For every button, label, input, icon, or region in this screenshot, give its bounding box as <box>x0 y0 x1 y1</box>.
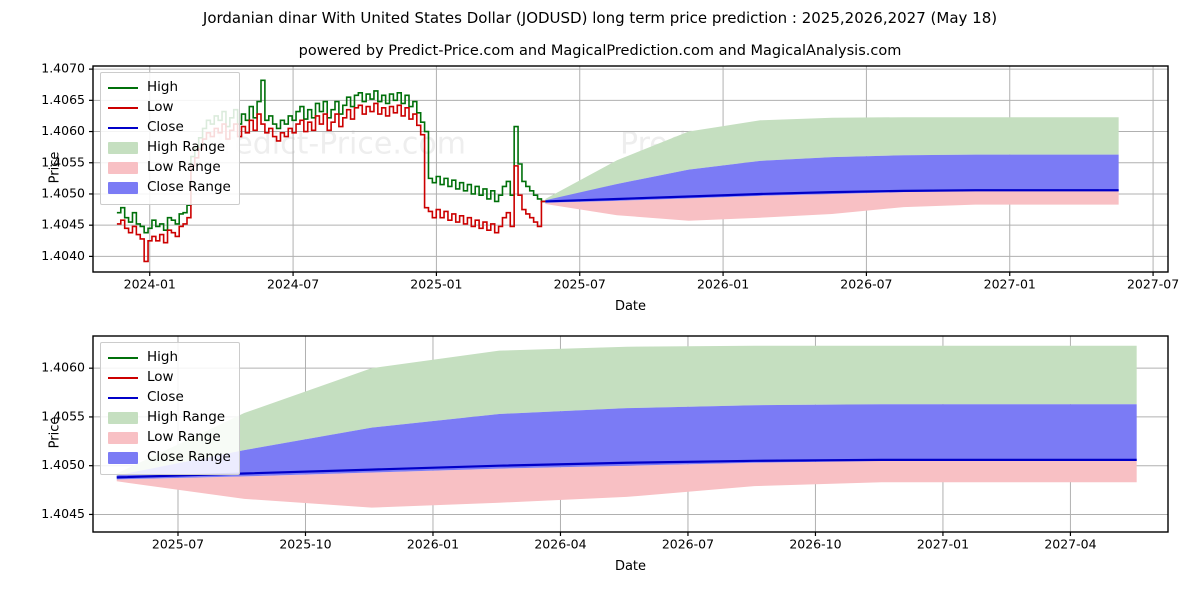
x-tick-label: 2024-07 <box>267 277 319 292</box>
bottom-chart-x-axis-label: Date <box>614 559 647 574</box>
x-tick-label: 2026-04 <box>534 537 586 552</box>
y-tick-label: 1.4055 <box>41 408 85 423</box>
legend-item-high: High <box>108 78 231 98</box>
top-chart-panel: Predict-Price.com Predict-Price.com Predic… <box>0 60 1200 314</box>
x-tick-label: 2025-10 <box>279 537 331 552</box>
low-range-band <box>545 190 1119 221</box>
x-tick-label: 2026-01 <box>697 277 749 292</box>
legend-item-label: Low Range <box>147 429 221 446</box>
legend-item-close: Close <box>108 388 231 408</box>
watermark-text: Predict-Price.com <box>205 270 466 305</box>
legend-swatch-icon <box>108 411 138 425</box>
close-forecast-line <box>116 458 1137 479</box>
x-tick-label: 2026-07 <box>840 277 892 292</box>
legend-swatch-icon <box>108 81 138 95</box>
x-tick-label: 2026-10 <box>789 537 841 552</box>
page-subtitle: powered by Predict-Price.com and Magical… <box>298 43 902 59</box>
bottom-chart-y-axis-label: Price <box>47 416 63 449</box>
high-history-line <box>116 79 546 234</box>
y-tick-label: 1.4045 <box>41 217 85 232</box>
x-tick-label: 2026-01 <box>407 537 459 552</box>
legend-item-low-range: Low Range <box>108 158 231 178</box>
legend-swatch-icon <box>108 161 138 175</box>
legend-item-close: Close <box>108 118 231 138</box>
x-tick-label: 2027-07 <box>1127 277 1179 292</box>
legend-swatch-icon <box>108 431 138 445</box>
legend-item-label: High <box>147 79 179 96</box>
close-forecast-line <box>545 189 1119 203</box>
x-tick-label: 2027-01 <box>917 537 969 552</box>
legend-item-label: High Range <box>147 409 226 426</box>
legend-item-label: Low Range <box>147 159 221 176</box>
legend-swatch-icon <box>108 101 138 115</box>
y-tick-label: 1.4050 <box>41 185 85 200</box>
high-range-band <box>545 117 1119 202</box>
y-tick-label: 1.4050 <box>41 457 85 472</box>
x-tick-label: 2027-01 <box>984 277 1036 292</box>
x-tick-label: 2027-04 <box>1044 537 1096 552</box>
y-tick-label: 1.4065 <box>41 92 85 107</box>
legend-swatch-icon <box>108 181 138 195</box>
top-chart-legend: High Low Close High Range Low Range Close Ran… <box>100 72 240 205</box>
bottom-chart-plot: Predict-Price.comPredict-Price.com1.4045… <box>41 335 1169 552</box>
legend-item-high-range: High Range <box>108 408 231 428</box>
watermark-text: Predict-Price.com <box>620 270 881 305</box>
bottom-chart-legend: High Low Close High Range Low Range Close Ran… <box>100 342 240 475</box>
legend-item-label: Close Range <box>147 449 231 466</box>
y-tick-label: 1.4060 <box>41 360 85 375</box>
legend-item-low-range: Low Range <box>108 428 231 448</box>
legend-swatch-icon <box>108 141 138 155</box>
top-chart-y-axis-label: Price <box>47 151 63 184</box>
y-tick-label: 1.4070 <box>41 61 85 76</box>
top-chart-x-axis-label: Date <box>614 299 647 314</box>
x-tick-label: 2025-07 <box>554 277 606 292</box>
legend-item-label: Close <box>147 389 184 406</box>
legend-item-high: High <box>108 348 231 368</box>
legend-item-high-range: High Range <box>108 138 231 158</box>
x-tick-label: 2025-07 <box>152 537 204 552</box>
legend-swatch-icon <box>108 451 138 465</box>
x-tick-label: 2026-07 <box>662 537 714 552</box>
page-title: Jordanian dinar With United States Dolla… <box>202 9 998 27</box>
y-tick-label: 1.4055 <box>41 154 85 169</box>
legend-item-label: Low <box>147 99 174 116</box>
legend-item-low: Low <box>108 98 231 118</box>
x-tick-label: 2025-01 <box>410 277 462 292</box>
y-tick-label: 1.4045 <box>41 506 85 521</box>
legend-item-close-range: Close Range <box>108 448 231 468</box>
y-tick-label: 1.4040 <box>41 248 85 263</box>
high-range-band <box>116 345 1137 478</box>
legend-item-label: Close <box>147 119 184 136</box>
legend-swatch-icon <box>108 371 138 385</box>
y-tick-label: 1.4060 <box>41 123 85 138</box>
legend-item-low: Low <box>108 368 231 388</box>
legend-item-label: Low <box>147 369 174 386</box>
legend-item-label: High Range <box>147 139 226 156</box>
bottom-chart-panel: Predict-Price.comPredict-Price.com1.4045… <box>0 320 1200 600</box>
legend-item-label: High <box>147 349 179 366</box>
legend-item-close-range: Close Range <box>108 178 231 198</box>
legend-item-label: Close Range <box>147 179 231 196</box>
x-tick-label: 2024-01 <box>124 277 176 292</box>
low-history-line <box>116 102 546 263</box>
legend-swatch-icon <box>108 121 138 135</box>
legend-swatch-icon <box>108 351 138 365</box>
legend-swatch-icon <box>108 391 138 405</box>
